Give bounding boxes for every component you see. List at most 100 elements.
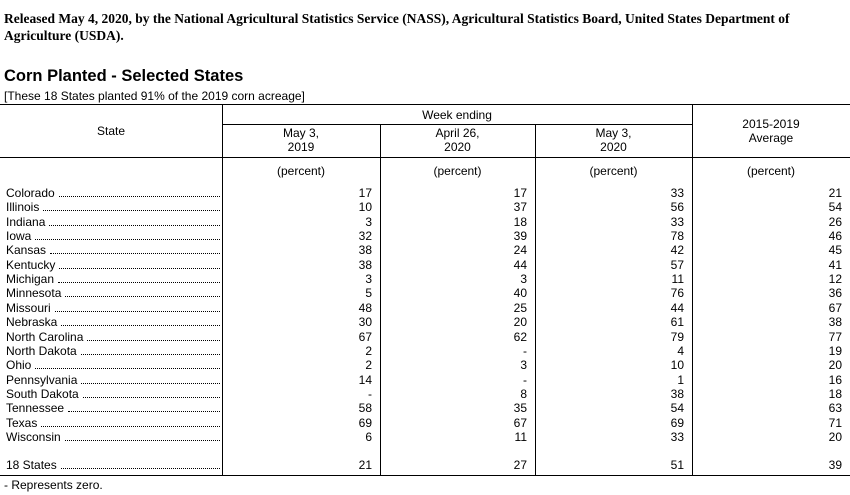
state-cell: Tennessee bbox=[6, 401, 220, 415]
value-cell: - bbox=[523, 372, 527, 387]
value-cell: 18 bbox=[828, 386, 842, 401]
rule bbox=[692, 104, 693, 475]
table-title: Corn Planted - Selected States bbox=[4, 67, 244, 85]
value-cell: 3 bbox=[365, 214, 372, 229]
state-cell: Indiana bbox=[6, 215, 220, 229]
value-cell: 20 bbox=[828, 358, 842, 373]
dot-leader bbox=[35, 358, 220, 370]
state-cell: Missouri bbox=[6, 301, 220, 315]
value-cell: 38 bbox=[358, 243, 372, 258]
value-cell: 58 bbox=[358, 401, 372, 416]
value-cell: 3 bbox=[520, 358, 527, 373]
value-cell: 16 bbox=[828, 372, 842, 387]
dot-leader bbox=[54, 301, 220, 312]
state-cell: Minnesota bbox=[6, 286, 220, 300]
unit-label: (percent) bbox=[589, 164, 638, 178]
value-cell: 12 bbox=[828, 272, 842, 287]
value-cell: 56 bbox=[670, 200, 684, 215]
state-name: North Dakota bbox=[6, 343, 77, 358]
value-cell: 44 bbox=[670, 300, 684, 315]
column-header: 2020 bbox=[600, 140, 627, 154]
value-cell: 36 bbox=[828, 286, 842, 301]
value-cell: 44 bbox=[513, 257, 527, 272]
value-cell: 21 bbox=[358, 458, 372, 472]
dot-leader bbox=[43, 200, 220, 212]
state-name: Iowa bbox=[6, 229, 32, 244]
state-cell: Ohio bbox=[6, 358, 220, 372]
value-cell: 18 bbox=[513, 214, 527, 229]
state-name: Missouri bbox=[6, 300, 51, 315]
state-name: Nebraska bbox=[6, 315, 58, 330]
value-cell: 14 bbox=[358, 372, 372, 387]
state-cell: Iowa bbox=[6, 229, 220, 243]
dot-leader bbox=[82, 387, 220, 398]
value-cell: 2 bbox=[365, 343, 372, 358]
state-name: Michigan bbox=[6, 272, 55, 287]
value-cell: 61 bbox=[670, 315, 684, 330]
value-cell: 11 bbox=[671, 272, 684, 287]
value-cell: 77 bbox=[828, 329, 842, 344]
value-cell: 57 bbox=[670, 257, 684, 272]
value-cell: 33 bbox=[670, 214, 684, 229]
dot-leader bbox=[87, 330, 220, 341]
dot-leader bbox=[64, 430, 220, 441]
value-cell: 69 bbox=[358, 415, 372, 430]
state-name: Ohio bbox=[6, 358, 32, 373]
value-cell: 10 bbox=[670, 358, 684, 373]
value-cell: 3 bbox=[365, 272, 372, 287]
value-cell: 45 bbox=[828, 243, 842, 258]
value-cell: 48 bbox=[358, 300, 372, 315]
state-name: North Carolina bbox=[6, 329, 84, 344]
table-subtitle: [These 18 States planted 91% of the 2019… bbox=[4, 89, 305, 103]
value-cell: 39 bbox=[828, 458, 842, 472]
value-cell: - bbox=[368, 386, 372, 401]
dot-leader bbox=[35, 229, 220, 241]
state-cell: Kentucky bbox=[6, 258, 220, 272]
value-cell: 38 bbox=[670, 386, 684, 401]
state-name: Colorado bbox=[6, 186, 55, 200]
value-cell: 8 bbox=[520, 386, 527, 401]
value-cell: 33 bbox=[670, 429, 684, 444]
rule bbox=[222, 104, 223, 475]
column-header: 2020 bbox=[444, 140, 471, 154]
state-name: Tennessee bbox=[6, 401, 65, 416]
dot-leader bbox=[61, 315, 220, 327]
value-cell: 27 bbox=[513, 458, 527, 472]
column-header: 2019 bbox=[287, 140, 315, 154]
value-cell: 79 bbox=[670, 329, 684, 344]
value-cell: 33 bbox=[670, 186, 684, 200]
state-cell: Michigan bbox=[6, 272, 220, 286]
column-header: Average bbox=[748, 131, 794, 145]
dot-leader bbox=[50, 243, 220, 255]
state-cell: South Dakota bbox=[6, 387, 220, 401]
column-header: 2015-2019 bbox=[742, 117, 800, 131]
state-name: Kentucky bbox=[6, 257, 56, 272]
value-cell: 71 bbox=[828, 415, 842, 430]
state-name: Wisconsin bbox=[6, 429, 61, 444]
rule bbox=[380, 124, 381, 475]
state-cell: Texas bbox=[6, 416, 220, 430]
state-name: Minnesota bbox=[6, 286, 62, 301]
state-cell: Wisconsin bbox=[6, 430, 220, 444]
value-cell: 3 bbox=[520, 272, 527, 287]
value-cell: 69 bbox=[670, 415, 684, 430]
state-name: Illinois bbox=[6, 200, 40, 215]
state-cell: Nebraska bbox=[6, 315, 220, 329]
value-cell: 24 bbox=[513, 243, 527, 258]
state-cell: Illinois bbox=[6, 200, 220, 214]
dot-leader bbox=[80, 344, 220, 355]
value-cell: 20 bbox=[828, 429, 842, 444]
value-cell: 30 bbox=[358, 315, 372, 330]
state-name: Kansas bbox=[6, 243, 47, 258]
rule bbox=[535, 124, 536, 475]
value-cell: 19 bbox=[828, 343, 842, 358]
value-cell: 25 bbox=[513, 300, 527, 315]
state-cell: North Dakota bbox=[6, 344, 220, 358]
value-cell: 38 bbox=[828, 315, 842, 330]
value-cell: 10 bbox=[358, 200, 372, 215]
column-header: State bbox=[96, 124, 126, 138]
column-header: May 3, bbox=[282, 126, 319, 140]
rule bbox=[0, 475, 850, 476]
dot-leader bbox=[81, 373, 220, 384]
